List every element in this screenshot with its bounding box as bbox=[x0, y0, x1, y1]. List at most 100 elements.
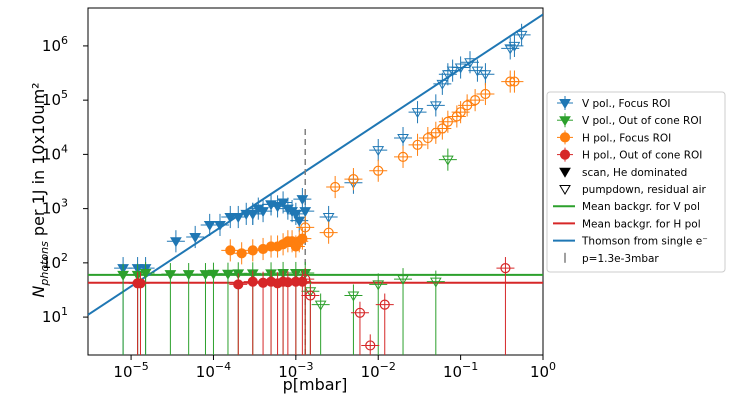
data-point bbox=[442, 116, 453, 127]
series-4 bbox=[221, 227, 312, 265]
data-point bbox=[471, 66, 484, 77]
data-point bbox=[348, 174, 359, 185]
data-point bbox=[504, 44, 517, 55]
legend-label: V pol., Focus ROI bbox=[582, 98, 671, 110]
thomson-line bbox=[88, 13, 543, 316]
legend-label: H pol., Focus ROI bbox=[582, 132, 671, 144]
data-point bbox=[236, 248, 247, 259]
series-2 bbox=[114, 261, 315, 355]
x-tick-exponent: −4 bbox=[215, 360, 231, 373]
data-point bbox=[289, 209, 302, 220]
x-tick-label: 10−5 bbox=[113, 360, 148, 381]
data-point bbox=[330, 181, 341, 193]
data-point bbox=[300, 274, 311, 285]
data-point bbox=[323, 227, 334, 238]
data-point bbox=[429, 277, 442, 288]
data-point bbox=[372, 146, 385, 157]
x-tick-exponent: −1 bbox=[462, 360, 478, 373]
data-point bbox=[225, 245, 236, 256]
y-axis-label: Nphotons per 1J in 10x10um² bbox=[29, 82, 51, 297]
legend-label: Mean backgr. for H pol bbox=[582, 218, 701, 230]
data-point bbox=[480, 88, 491, 100]
data-point bbox=[441, 155, 454, 166]
data-point bbox=[454, 63, 467, 74]
data-point bbox=[224, 213, 237, 224]
series-7 bbox=[296, 257, 515, 355]
x-tick-exponent: −3 bbox=[297, 360, 313, 373]
data-point bbox=[257, 207, 269, 218]
x-tick-exponent: 0 bbox=[549, 360, 556, 373]
y-tick-exponent: 5 bbox=[61, 88, 68, 101]
data-point bbox=[297, 233, 308, 244]
legend: V pol., Focus ROI V pol., Out of cone ROI… bbox=[546, 91, 726, 273]
legend-label: pumpdown, residual air bbox=[582, 184, 707, 196]
series-1 bbox=[243, 23, 531, 229]
data-point bbox=[164, 270, 177, 281]
data-point bbox=[411, 108, 424, 119]
data-point bbox=[203, 220, 216, 231]
legend-marker bbox=[559, 185, 571, 195]
data-point bbox=[139, 269, 152, 279]
data-point bbox=[372, 280, 385, 291]
y-tick-exponent: 1 bbox=[61, 305, 68, 318]
series-6 bbox=[128, 270, 312, 355]
y-tick-label: 101 bbox=[42, 305, 68, 326]
data-point bbox=[509, 76, 520, 87]
data-point bbox=[277, 198, 289, 209]
data-point bbox=[436, 79, 449, 90]
data-point bbox=[233, 279, 244, 290]
data-point bbox=[347, 291, 360, 302]
plot-frame bbox=[87, 7, 544, 356]
data-point bbox=[214, 220, 226, 231]
y-tick-exponent: 3 bbox=[61, 197, 68, 210]
data-point bbox=[189, 232, 202, 243]
y-tick-label: 106 bbox=[42, 34, 68, 55]
legend-label: V pol., Out of cone ROI bbox=[582, 115, 702, 127]
data-point bbox=[373, 165, 384, 176]
y-tick-exponent: 6 bbox=[61, 34, 68, 47]
data-point bbox=[470, 95, 481, 106]
series-layer bbox=[88, 13, 543, 355]
legend-label: Mean backgr. for V pol bbox=[582, 201, 700, 213]
data-point bbox=[182, 270, 195, 281]
data-point bbox=[500, 263, 511, 274]
data-point bbox=[397, 275, 409, 286]
data-point bbox=[199, 270, 212, 281]
x-tick-exponent: −5 bbox=[133, 360, 149, 373]
data-point bbox=[479, 70, 492, 81]
data-point bbox=[222, 269, 234, 280]
data-point bbox=[170, 237, 182, 248]
x-tick-label: 10−4 bbox=[196, 360, 231, 381]
series-3 bbox=[301, 148, 457, 355]
data-point bbox=[437, 123, 448, 134]
data-point bbox=[135, 278, 146, 289]
data-point bbox=[247, 245, 258, 256]
legend-label: p=1.3e-3mbar bbox=[582, 253, 659, 265]
legend-marker bbox=[559, 149, 571, 160]
y-tick-exponent: 2 bbox=[61, 251, 68, 264]
legend-marker bbox=[559, 116, 571, 127]
data-point bbox=[515, 30, 528, 41]
series-5 bbox=[296, 70, 524, 244]
data-point bbox=[462, 100, 473, 111]
x-axis-label: p[mbar] bbox=[283, 375, 348, 394]
data-point bbox=[365, 340, 376, 351]
data-point bbox=[265, 200, 277, 211]
y-tick-exponent: 4 bbox=[61, 142, 68, 155]
data-point bbox=[354, 307, 366, 318]
data-point bbox=[246, 209, 259, 220]
data-point bbox=[314, 300, 327, 311]
legend-marker bbox=[559, 132, 571, 143]
legend-label: scan, He dominated bbox=[582, 167, 687, 179]
legend-label: Thomson from single e⁻ bbox=[581, 236, 708, 248]
data-point bbox=[379, 299, 390, 310]
x-tick-exponent: −2 bbox=[380, 360, 396, 373]
data-point bbox=[429, 101, 442, 112]
x-tick-label: 100 bbox=[530, 360, 556, 381]
x-tick-label: 10−1 bbox=[443, 360, 478, 381]
data-point bbox=[247, 276, 258, 287]
data-point bbox=[422, 132, 433, 144]
data-point bbox=[305, 290, 316, 301]
data-point bbox=[299, 207, 312, 218]
